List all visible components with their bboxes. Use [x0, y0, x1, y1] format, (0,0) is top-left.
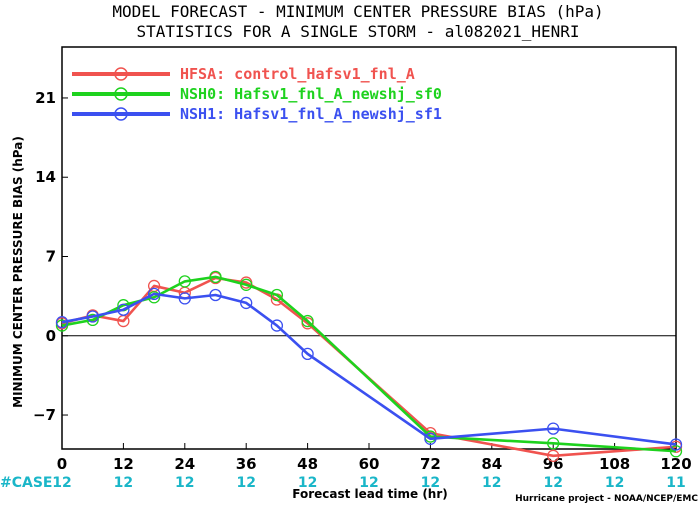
legend-marker: [114, 107, 128, 121]
data-point: [117, 303, 130, 316]
x-tick-label: 36: [236, 455, 257, 473]
data-point: [240, 278, 253, 291]
series-2: [55, 270, 683, 458]
case-count: 12: [236, 475, 255, 491]
data-point: [55, 319, 69, 332]
data-series: [55, 270, 683, 462]
data-point: [270, 288, 284, 302]
data-point: [86, 310, 99, 323]
x-tick-label: 120: [660, 455, 691, 473]
data-point: [240, 296, 253, 310]
legend: HFSA: control_Hafsv1_fnl_A NSH0: Hafsv1_f…: [72, 65, 442, 123]
data-point: [301, 314, 314, 328]
data-point: [178, 292, 191, 305]
y-axis-label: MINIMUM CENTER PRESSURE BIAS (hPa): [11, 136, 25, 408]
legend-entry: NSH0: Hafsv1_fnl_A_newshj_sf0: [72, 85, 442, 103]
series-line: [61, 276, 677, 458]
data-point: [55, 316, 69, 329]
case-count: 12: [298, 475, 317, 491]
x-tick-label: 0: [57, 455, 67, 473]
tick-labels: 0 12 24 36 48 60 72 84 96 108 120 −7 0 7 14 21: [33, 89, 692, 473]
legend-marker: [114, 87, 128, 101]
legend-label: HFSA: control_Hafsv1_fnl_A: [180, 65, 415, 83]
data-point: [547, 437, 560, 450]
x-tick-label: 108: [599, 455, 630, 473]
legend-label: NSH0: Hafsv1_fnl_A_newshj_sf0: [180, 85, 442, 103]
case-count: 12: [543, 475, 562, 491]
data-point: [270, 319, 284, 332]
y-tick-label: 7: [46, 247, 56, 265]
legend-entry: HFSA: control_Hafsv1_fnl_A: [72, 65, 415, 83]
case-count: 12: [175, 475, 194, 491]
case-count: 12: [52, 475, 71, 491]
data-point: [147, 287, 161, 301]
case-counts: #CASE 12 12 12 12 12 12 12 12 12 12 11: [0, 475, 686, 491]
data-point: [178, 275, 191, 288]
x-tick-label: 24: [174, 455, 195, 473]
legend-label: NSH1: Hafsv1_fnl_A_newshj_sf1: [180, 105, 442, 123]
data-point: [301, 347, 314, 361]
legend-marker: [114, 67, 128, 81]
series-line: [61, 292, 677, 446]
case-count: 11: [666, 475, 685, 491]
chart-title: MODEL FORECAST - MINIMUM CENTER PRESSURE…: [112, 2, 603, 21]
case-count: 12: [114, 475, 133, 491]
data-point: [547, 422, 560, 435]
case-label: #CASE: [0, 475, 53, 491]
case-count: 12: [359, 475, 378, 491]
data-point: [669, 438, 683, 451]
credit-text: Hurricane project - NOAA/NCEP/EMC: [515, 494, 698, 504]
x-tick-label: 84: [481, 455, 502, 473]
series-3: [55, 287, 683, 451]
y-tick-label: 14: [35, 168, 56, 186]
x-tick-label: 12: [113, 455, 134, 473]
legend-entry: NSH1: Hafsv1_fnl_A_newshj_sf1: [72, 105, 442, 123]
data-point: [209, 288, 222, 302]
y-tick-label: 0: [46, 327, 56, 345]
y-tick-label: 21: [35, 89, 56, 107]
case-count: 12: [605, 475, 624, 491]
x-tick-label: 60: [359, 455, 380, 473]
data-point: [86, 313, 99, 327]
x-tick-label: 48: [297, 455, 318, 473]
x-tick-label: 72: [420, 455, 441, 473]
case-count: 12: [482, 475, 501, 491]
x-axis-label: Forecast lead time (hr): [292, 487, 448, 501]
data-point: [424, 432, 437, 445]
case-count: 12: [421, 475, 440, 491]
data-point: [209, 270, 222, 284]
x-tick-label: 96: [543, 455, 564, 473]
chart-subtitle: STATISTICS FOR A SINGLE STORM - al082021…: [136, 22, 579, 41]
y-tick-label: −7: [33, 406, 56, 424]
data-point: [669, 445, 683, 458]
data-point: [547, 449, 560, 462]
